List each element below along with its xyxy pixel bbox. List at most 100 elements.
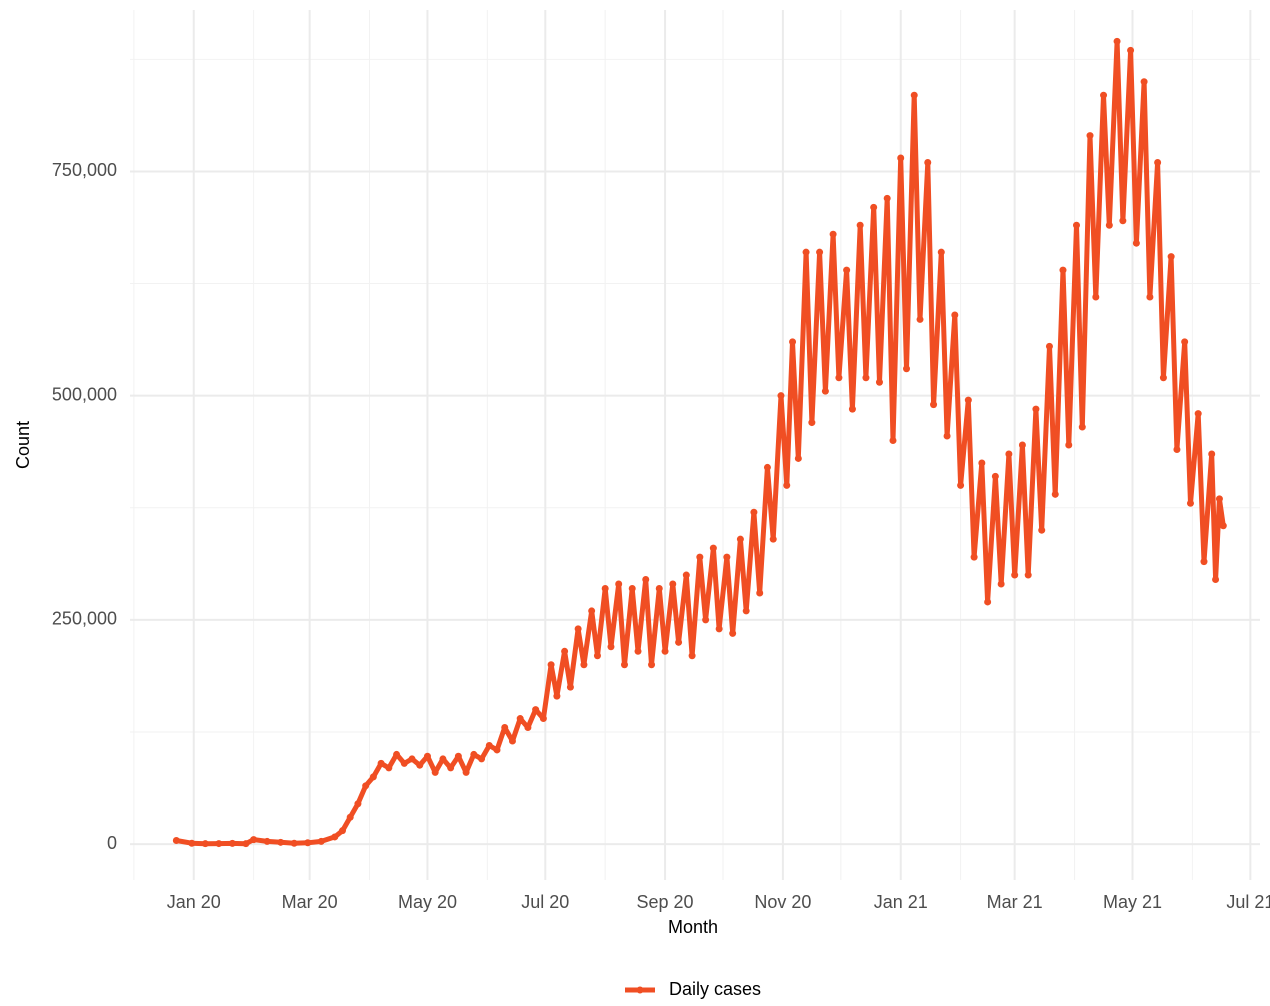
- data-point: [423, 752, 431, 760]
- data-point: [501, 724, 509, 732]
- data-point: [848, 405, 856, 413]
- data-point: [1194, 410, 1202, 418]
- data-point: [978, 459, 986, 467]
- data-point: [1032, 405, 1040, 413]
- data-point: [669, 580, 677, 588]
- data-point: [1212, 576, 1220, 584]
- data-point: [242, 840, 250, 848]
- data-point: [1140, 78, 1148, 86]
- x-tick-label: Sep 20: [637, 892, 694, 912]
- data-point: [843, 266, 851, 274]
- data-point: [957, 481, 965, 489]
- data-point: [1100, 91, 1108, 99]
- data-point: [593, 652, 601, 660]
- data-point: [750, 508, 758, 516]
- data-point: [574, 625, 582, 633]
- data-point: [897, 154, 905, 162]
- data-point: [493, 746, 501, 754]
- data-point: [634, 647, 642, 655]
- data-point: [997, 580, 1005, 588]
- data-point: [951, 311, 959, 319]
- data-point: [628, 585, 636, 593]
- data-point: [1113, 37, 1121, 45]
- data-point: [478, 755, 486, 763]
- data-point: [702, 616, 710, 624]
- data-point: [615, 580, 623, 588]
- y-tick-label: 500,000: [52, 384, 117, 404]
- data-point: [516, 715, 524, 723]
- x-tick-label: Jul 21: [1226, 892, 1270, 912]
- data-point: [943, 432, 951, 440]
- data-point: [447, 764, 455, 772]
- data-point: [1038, 526, 1046, 534]
- data-point: [1092, 293, 1100, 301]
- data-point: [655, 585, 663, 593]
- data-point: [1059, 266, 1067, 274]
- data-point: [715, 625, 723, 633]
- data-point: [1011, 571, 1019, 579]
- data-point: [1167, 253, 1175, 261]
- data-point: [821, 387, 829, 395]
- data-point: [1127, 46, 1135, 54]
- data-point: [910, 91, 918, 99]
- data-point: [937, 248, 945, 256]
- data-point: [1181, 338, 1189, 346]
- data-point: [566, 683, 574, 691]
- data-point: [729, 629, 737, 637]
- y-tick-label: 750,000: [52, 160, 117, 180]
- data-point: [408, 755, 416, 763]
- data-point: [532, 706, 540, 714]
- x-axis-title: Month: [668, 917, 718, 937]
- data-point: [439, 755, 447, 763]
- data-point: [304, 839, 312, 847]
- data-point: [547, 661, 555, 669]
- data-point: [1186, 499, 1194, 507]
- data-point: [385, 764, 393, 772]
- data-point: [808, 419, 816, 427]
- data-point: [290, 839, 298, 847]
- legend-swatch-point: [636, 986, 644, 994]
- data-point: [991, 472, 999, 480]
- data-point: [400, 759, 408, 767]
- data-point: [1051, 490, 1059, 498]
- data-point: [794, 454, 802, 462]
- data-point: [777, 392, 785, 400]
- data-point: [1005, 450, 1013, 458]
- data-point: [1024, 571, 1032, 579]
- data-point: [470, 750, 478, 758]
- data-point: [862, 374, 870, 382]
- y-tick-label: 0: [107, 833, 117, 853]
- data-point: [696, 553, 704, 561]
- data-point: [393, 750, 401, 758]
- x-tick-label: Mar 20: [282, 892, 338, 912]
- data-point: [736, 535, 744, 543]
- data-point: [362, 782, 370, 790]
- data-point: [1200, 558, 1208, 566]
- data-point: [856, 221, 864, 229]
- x-tick-label: May 21: [1103, 892, 1162, 912]
- data-point: [675, 638, 683, 646]
- data-point: [1173, 445, 1181, 453]
- data-point: [783, 481, 791, 489]
- data-point: [835, 374, 843, 382]
- data-point: [277, 838, 285, 846]
- data-point: [682, 571, 690, 579]
- data-point: [331, 833, 339, 841]
- data-point: [1146, 293, 1154, 301]
- data-point: [1018, 441, 1026, 449]
- data-point: [1078, 423, 1086, 431]
- data-point: [416, 761, 424, 769]
- data-point: [346, 813, 354, 821]
- data-point: [709, 544, 717, 552]
- legend-label: Daily cases: [669, 979, 761, 999]
- data-point: [916, 315, 924, 323]
- data-point: [1045, 342, 1053, 350]
- data-point: [769, 535, 777, 543]
- data-point: [789, 338, 797, 346]
- x-tick-label: May 20: [398, 892, 457, 912]
- data-point: [1132, 239, 1140, 247]
- x-tick-label: Jul 20: [521, 892, 569, 912]
- data-point: [1105, 221, 1113, 229]
- data-point: [1119, 217, 1127, 225]
